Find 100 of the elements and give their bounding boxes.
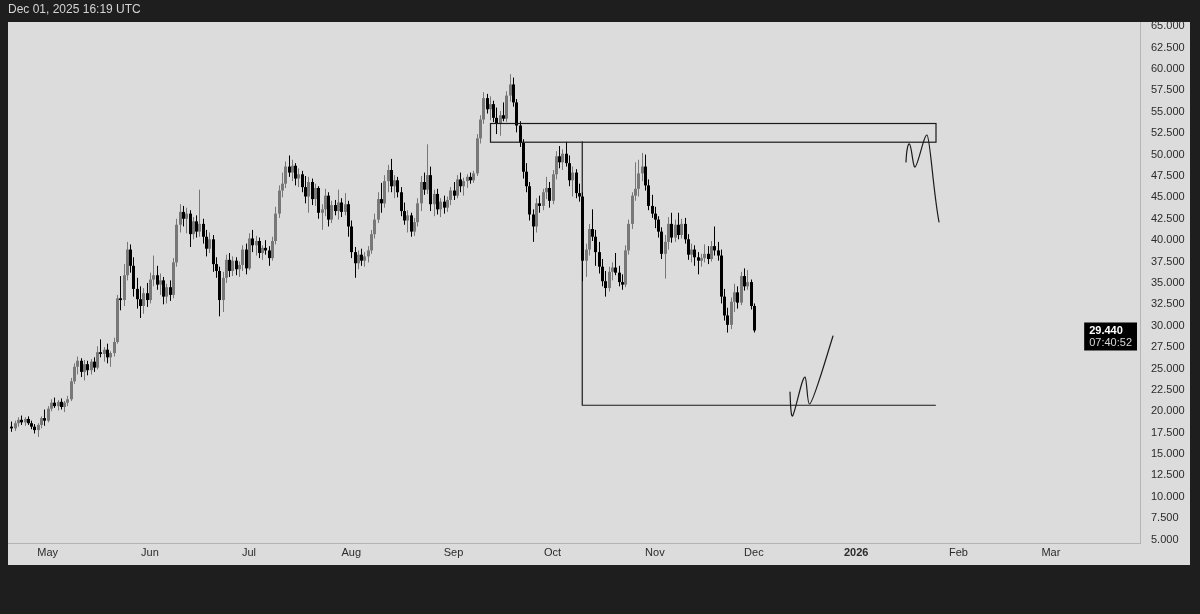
- candlestick: [119, 275, 122, 311]
- candlestick: [294, 162, 297, 186]
- x-tick-label: Dec: [744, 545, 765, 558]
- candlestick: [505, 90, 508, 123]
- candlestick: [393, 174, 396, 199]
- x-tick-label: Mar: [1041, 545, 1061, 558]
- candlestick: [575, 168, 578, 199]
- candlestick: [344, 192, 347, 216]
- candlestick: [396, 176, 399, 198]
- candlestick: [423, 172, 426, 196]
- x-tick-label: Nov: [645, 545, 666, 558]
- candlestick: [80, 357, 83, 378]
- x-tick-label: May: [37, 545, 59, 558]
- candlestick: [231, 255, 234, 277]
- candlestick: [436, 188, 439, 215]
- candlestick: [509, 73, 512, 103]
- y-tick-label: 37.500: [1151, 254, 1185, 267]
- candlestick: [330, 200, 333, 224]
- annotation: 29.440: [1089, 323, 1123, 336]
- annotation: 07:40:52: [1089, 335, 1133, 348]
- candlestick: [713, 225, 716, 257]
- candlestick: [618, 265, 621, 287]
- y-tick-label: 22.500: [1151, 382, 1185, 395]
- candlestick: [208, 231, 211, 254]
- candlestick: [268, 245, 271, 267]
- candlestick: [185, 207, 188, 234]
- y-tick-label: 57.500: [1151, 83, 1185, 96]
- candlestick: [311, 178, 314, 206]
- y-tick-label: 27.500: [1151, 340, 1185, 353]
- y-tick-label: 35.000: [1151, 275, 1185, 288]
- y-tick-label: 47.500: [1151, 169, 1185, 182]
- y-tick-label: 65.000: [1151, 19, 1185, 32]
- candlestick: [489, 95, 492, 121]
- y-tick-label: 62.500: [1151, 40, 1185, 53]
- candlestick: [251, 229, 254, 253]
- candlestick: [327, 191, 330, 227]
- candlestick: [387, 164, 390, 193]
- candlestick: [304, 175, 307, 204]
- candlestick: [291, 159, 294, 182]
- candlestick: [165, 283, 168, 304]
- candlestick: [179, 203, 182, 233]
- y-tick-label: 42.500: [1151, 211, 1185, 224]
- candlestick: [532, 208, 535, 243]
- candlestick: [548, 181, 551, 209]
- y-tick-label: 32.500: [1151, 297, 1185, 310]
- candlestick: [198, 189, 201, 238]
- candlestick: [680, 218, 683, 239]
- candlestick: [637, 159, 640, 198]
- x-tick-label: Oct: [543, 545, 562, 558]
- candlestick: [162, 276, 165, 305]
- y-tick-label: 55.000: [1151, 104, 1185, 117]
- x-tick-label: Sep: [443, 545, 464, 558]
- y-tick-label: 10.000: [1151, 489, 1185, 502]
- y-tick-label: 15.000: [1151, 447, 1185, 460]
- candlestick: [146, 282, 149, 308]
- candlestick: [608, 266, 611, 292]
- candlestick: [192, 216, 195, 240]
- candlestick: [189, 209, 192, 248]
- candlestick: [380, 182, 383, 214]
- candlestick: [614, 252, 617, 276]
- candlestick: [354, 246, 357, 279]
- candlestick: [690, 243, 693, 263]
- candlestick: [340, 197, 343, 218]
- y-tick-label: 5.000: [1151, 532, 1179, 545]
- x-tick-label: Feb: [949, 545, 968, 558]
- candlestick: [245, 243, 248, 275]
- candlestick: [255, 235, 258, 257]
- candlestick: [693, 244, 696, 267]
- x-tick-label: Jun: [141, 545, 159, 558]
- candlestick: [156, 265, 159, 291]
- candlestick: [499, 110, 502, 137]
- candlestick: [736, 285, 739, 310]
- candlestick: [96, 345, 99, 370]
- chart-title: Dec 01, 2025 16:19 UTC: [8, 2, 141, 16]
- candlestick: [377, 191, 380, 224]
- candlestick: [571, 166, 574, 198]
- candlestick: [486, 93, 489, 115]
- y-tick-label: 30.000: [1151, 318, 1185, 331]
- candlestick: [314, 183, 317, 207]
- y-tick-label: 7.500: [1151, 511, 1179, 524]
- candlestick: [297, 167, 300, 188]
- y-tick-label: 45.000: [1151, 190, 1185, 203]
- y-tick-label: 17.500: [1151, 425, 1185, 438]
- candlestick: [420, 175, 423, 212]
- candlestick: [383, 174, 386, 209]
- candlestick: [307, 176, 310, 214]
- candlestick: [502, 101, 505, 122]
- y-tick-label: 40.000: [1151, 233, 1185, 246]
- candlestick: [459, 172, 462, 193]
- candlestick: [674, 219, 677, 243]
- candlestick: [142, 287, 145, 315]
- candlestick: [228, 252, 231, 278]
- y-tick-label: 60.000: [1151, 62, 1185, 75]
- y-tick-label: 25.000: [1151, 361, 1185, 374]
- y-tick-label: 50.000: [1151, 147, 1185, 160]
- candlestick: [159, 273, 162, 296]
- candlestick: [288, 154, 291, 178]
- candlestick: [561, 148, 564, 171]
- candlestick: [182, 205, 185, 227]
- y-tick-label: 12.500: [1151, 468, 1185, 481]
